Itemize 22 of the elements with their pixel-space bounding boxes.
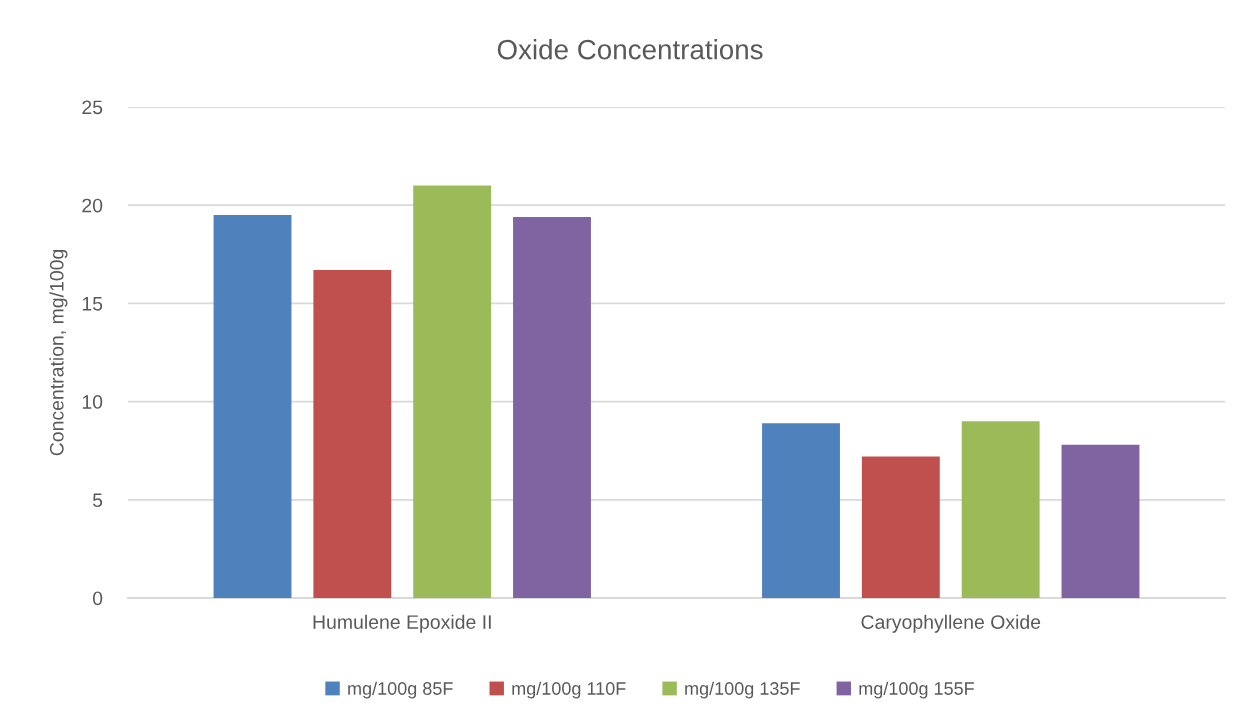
bar bbox=[1061, 444, 1140, 598]
legend-label: mg/100g 135F bbox=[685, 681, 800, 699]
y-tick-label: 0 bbox=[92, 591, 103, 606]
legend-label: mg/100g 85F bbox=[348, 681, 453, 699]
chart-title: Oxide Concentrations bbox=[497, 39, 763, 60]
y-axis-title: Concentration, mg/100g bbox=[49, 249, 68, 456]
bar bbox=[213, 215, 292, 598]
bar bbox=[961, 421, 1040, 598]
legend-label: mg/100g 155F bbox=[859, 681, 974, 699]
bar bbox=[513, 216, 591, 598]
bar bbox=[413, 185, 492, 598]
bar bbox=[861, 456, 940, 598]
y-tick-label: 10 bbox=[82, 395, 103, 409]
bar bbox=[762, 423, 840, 598]
y-tick-label: 5 bbox=[92, 493, 103, 508]
x-tick-label: Caryophyllene Oxide bbox=[861, 614, 1041, 633]
y-tick-label: 20 bbox=[82, 198, 103, 213]
bar bbox=[313, 270, 392, 598]
x-tick-label: Humulene Epoxide II bbox=[313, 614, 491, 633]
y-tick-label: 25 bbox=[82, 100, 103, 115]
legend-label: mg/100g 110F bbox=[512, 681, 626, 699]
y-tick-label: 15 bbox=[82, 297, 103, 311]
